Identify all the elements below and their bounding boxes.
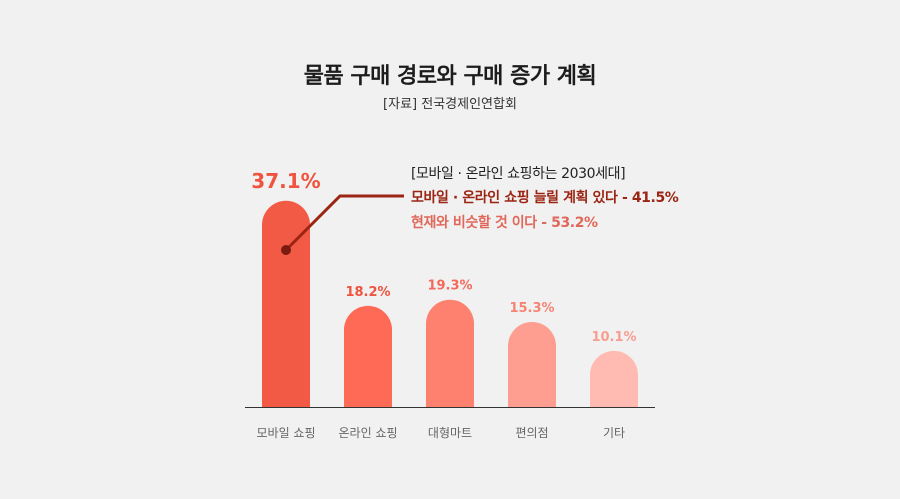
annotation-leader-line — [284, 194, 404, 252]
bar-대형마트 — [426, 299, 474, 407]
chart-title: 물품 구매 경로와 구매 증가 계획 — [303, 64, 597, 89]
category-label-기타: 기타 — [603, 426, 625, 440]
data-label-모바일-쇼핑: 37.1% — [251, 169, 320, 193]
data-label-온라인-쇼핑: 18.2% — [345, 285, 390, 300]
annotation-marker-dot — [281, 245, 291, 255]
category-label-모바일-쇼핑: 모바일 쇼핑 — [256, 426, 315, 440]
category-label-편의점: 편의점 — [515, 426, 548, 440]
data-label-대형마트: 19.3% — [427, 279, 472, 294]
bar-편의점 — [508, 321, 556, 407]
annotation-plan-same: 현재와 비슷할 것 이다 - 53.2% — [411, 215, 598, 231]
bar-기타 — [590, 350, 638, 407]
bar-모바일-쇼핑 — [262, 200, 310, 407]
category-label-온라인-쇼핑: 온라인 쇼핑 — [338, 426, 397, 440]
bar-온라인-쇼핑 — [344, 305, 392, 407]
annotation-plan-increase: 모바일 · 온라인 쇼핑 늘릴 계획 있다 - 41.5% — [411, 190, 679, 206]
chart-source: [자료] 전국경제인연합회 — [383, 97, 517, 112]
annotation-heading: [모바일 · 온라인 쇼핑하는 2030세대] — [411, 166, 626, 182]
data-label-기타: 10.1% — [591, 330, 636, 345]
data-label-편의점: 15.3% — [509, 301, 554, 316]
category-label-대형마트: 대형마트 — [428, 426, 472, 440]
